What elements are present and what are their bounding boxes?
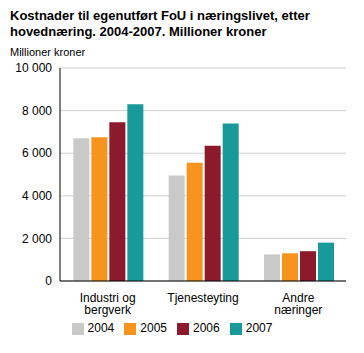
html-text:2005: 2005	[140, 321, 167, 335]
html-text:2004: 2004	[87, 321, 115, 335]
html-text:Millioner kroner: Millioner kroner	[10, 46, 86, 58]
svg-text:Tjenesteyting: Tjenesteyting	[167, 291, 238, 305]
svg-text:Andrenæringer: Andrenæringer	[274, 291, 322, 317]
svg-text:2 000: 2 000	[22, 232, 52, 246]
svg-text:0: 0	[45, 274, 52, 288]
html-text:Kostnader til egenutført FoU i: Kostnader til egenutført FoU i næringsli…	[10, 8, 310, 39]
svg-text:10 000: 10 000	[15, 61, 52, 75]
svg-text:8 000: 8 000	[22, 104, 52, 118]
svg-text:4 000: 4 000	[22, 189, 52, 203]
svg-text:Industri ogbergverk: Industri ogbergverk	[80, 291, 136, 317]
html-text:2007: 2007	[245, 321, 273, 335]
svg-text:6 000: 6 000	[22, 146, 52, 160]
html-text:2006: 2006	[193, 321, 220, 335]
